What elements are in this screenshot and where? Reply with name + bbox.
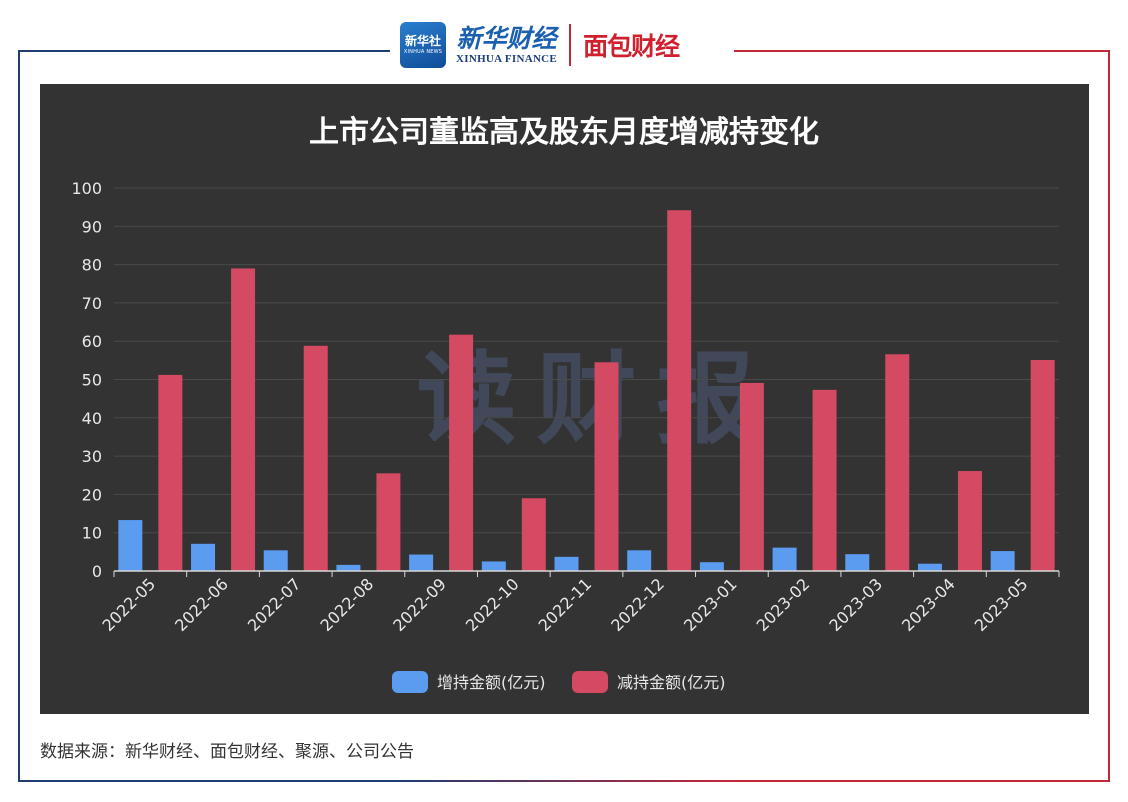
bar-decrease bbox=[739, 382, 764, 571]
y-tick-label: 100 bbox=[71, 179, 102, 198]
bar-increase bbox=[263, 550, 288, 571]
y-tick-label: 0 bbox=[92, 562, 102, 581]
y-tick-label: 20 bbox=[82, 485, 102, 504]
xinhua-finance-en: XINHUA FINANCE bbox=[456, 53, 558, 65]
x-tick-label: 2022-08 bbox=[317, 574, 378, 635]
bar-decrease bbox=[885, 354, 910, 571]
bar-increase bbox=[627, 550, 652, 571]
bar-decrease bbox=[521, 498, 546, 571]
xinhua-news-logo: 新华社 XINHUA NEWS bbox=[400, 22, 446, 68]
y-tick-label: 90 bbox=[82, 217, 102, 236]
y-tick-label: 30 bbox=[82, 447, 102, 466]
watermark-text: 读财报 bbox=[417, 341, 777, 458]
x-tick-label: 2022-05 bbox=[98, 574, 159, 635]
bar-decrease bbox=[158, 374, 183, 571]
xinhua-finance-cn: 新华财经 bbox=[456, 24, 557, 53]
bar-decrease bbox=[594, 362, 619, 571]
x-tick-label: 2023-02 bbox=[753, 574, 814, 635]
bar-decrease bbox=[1030, 359, 1055, 571]
bar-increase bbox=[191, 543, 216, 571]
bar-increase bbox=[699, 562, 724, 571]
bar-decrease bbox=[667, 210, 692, 571]
header-logos: 新华社 XINHUA NEWS 新华财经 XINHUA FINANCE 面包财经 bbox=[400, 18, 730, 72]
x-tick-label: 2023-01 bbox=[680, 574, 741, 635]
xinhua-badge-en: XINHUA NEWS bbox=[403, 49, 443, 55]
legend-label-increase: 增持金额(亿元) bbox=[437, 673, 546, 692]
bar-decrease bbox=[231, 268, 256, 571]
y-tick-label: 80 bbox=[82, 256, 102, 275]
y-tick-label: 50 bbox=[82, 371, 102, 390]
bar-decrease bbox=[376, 473, 401, 571]
x-tick-label: 2023-04 bbox=[898, 574, 959, 635]
bar-increase bbox=[409, 554, 434, 571]
x-tick-label: 2023-03 bbox=[825, 574, 886, 635]
xinhua-badge-cn: 新华社 bbox=[404, 34, 441, 48]
chart-panel: 读财报 上市公司董监高及股东月度增减持变化 0 10 20 30 40 50 60 70 80 90 1… bbox=[40, 84, 1089, 714]
x-tick-label: 2022-09 bbox=[389, 574, 450, 635]
bar-increase bbox=[481, 561, 506, 571]
bar-increase bbox=[772, 547, 797, 571]
legend-label-decrease: 减持金额(亿元) bbox=[617, 673, 726, 692]
legend-swatch-increase bbox=[392, 671, 428, 693]
legend-swatch-decrease bbox=[572, 671, 608, 693]
bar-increase bbox=[845, 554, 870, 571]
bar-chart: 读财报 上市公司董监高及股东月度增减持变化 0 10 20 30 40 50 60 70 80 90 1… bbox=[71, 115, 1060, 693]
x-tick-label: 2022-06 bbox=[171, 574, 232, 635]
xinhua-finance-logo: 新华财经 XINHUA FINANCE bbox=[456, 24, 558, 66]
mianbao-finance-logo: 面包财经 bbox=[583, 32, 680, 61]
source-note: 数据来源：新华财经、面包财经、聚源、公司公告 bbox=[40, 742, 414, 762]
y-tick-label: 70 bbox=[82, 294, 102, 313]
x-tick-label: 2023-05 bbox=[971, 574, 1032, 635]
x-tick-label: 2022-10 bbox=[462, 574, 523, 635]
bar-increase bbox=[336, 564, 361, 571]
bar-increase bbox=[917, 563, 942, 571]
y-tick-label: 40 bbox=[82, 409, 102, 428]
bar-decrease bbox=[449, 334, 474, 571]
x-tick-label: 2022-12 bbox=[607, 574, 668, 635]
bar-decrease bbox=[812, 389, 837, 571]
y-tick-label: 60 bbox=[82, 332, 102, 351]
frame-bottom bbox=[18, 780, 1110, 782]
chart-title: 上市公司董监高及股东月度增减持变化 bbox=[309, 115, 819, 150]
bar-increase bbox=[554, 556, 579, 571]
x-tick-label: 2022-07 bbox=[244, 574, 305, 635]
bar-increase bbox=[118, 520, 143, 571]
bar-increase bbox=[990, 551, 1015, 571]
logo-divider bbox=[569, 24, 572, 66]
bar-decrease bbox=[957, 471, 982, 571]
x-tick-label: 2022-11 bbox=[535, 574, 596, 635]
bar-decrease bbox=[303, 345, 328, 571]
y-tick-label: 10 bbox=[82, 524, 102, 543]
